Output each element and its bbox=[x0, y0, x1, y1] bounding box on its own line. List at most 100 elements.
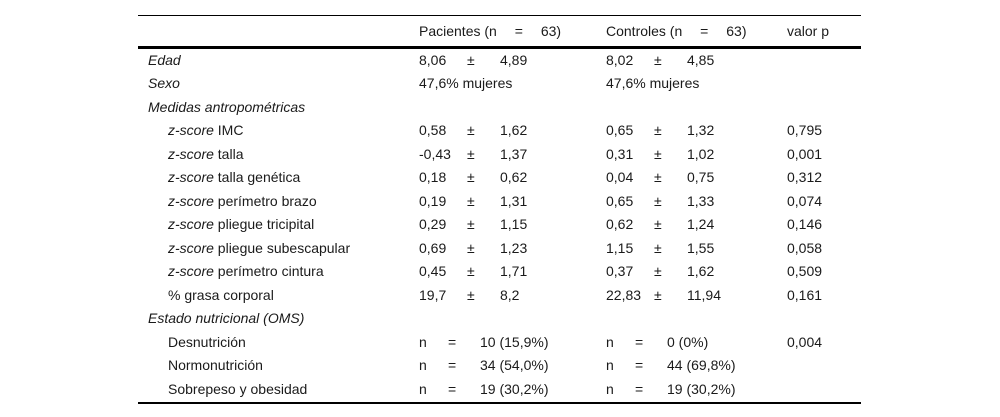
controls-cell: n = 44 (69,8%) bbox=[606, 354, 787, 378]
controls-separator: ± bbox=[654, 145, 662, 162]
controls-cell: 0,62 ±1,24 bbox=[606, 213, 787, 237]
controls-separator: ± bbox=[654, 263, 662, 280]
patients-separator: = bbox=[448, 357, 457, 374]
controls-value-1: 0,31 bbox=[606, 145, 634, 162]
patients-value-1: -0,43 bbox=[419, 145, 451, 162]
controls-value-1: 1,15 bbox=[606, 239, 634, 256]
table-row-zscore-imc: z-score IMC 0,58 ±1,62 0,65 ±1,32 0,795 bbox=[138, 119, 861, 143]
controls-cell: 8,02 ±4,85 bbox=[606, 49, 787, 73]
patients-cell: 0,18 ±0,62 bbox=[419, 166, 606, 190]
table-body: Edad 8,06 ±4,89 8,02 ±4,85 Sexo 47,6% mujeres 4… bbox=[138, 49, 861, 402]
row-label-italic: z-score bbox=[168, 192, 214, 209]
patients-cell: n = 34 (54,0%) bbox=[419, 354, 606, 378]
table-header-rule bbox=[138, 46, 861, 49]
controls-value-2: 0 (0%) bbox=[667, 333, 709, 350]
patients-value-2: 1,71 bbox=[500, 263, 528, 280]
controls-value-1: 8,02 bbox=[606, 51, 634, 68]
patients-value-2: 1,23 bbox=[500, 239, 528, 256]
column-header-patients: Pacientes (n = 63) bbox=[419, 23, 606, 39]
p-value-cell: 0,058 bbox=[787, 239, 823, 256]
patients-value-2: 19 (30,2%) bbox=[480, 381, 549, 397]
p-value-cell: 0,074 bbox=[787, 192, 823, 209]
patients-separator: = bbox=[448, 381, 457, 397]
row-label-italic: z-score bbox=[168, 239, 214, 256]
patients-cell: 19,7 ±8,2 bbox=[419, 284, 606, 308]
controls-header-label: Controles (n bbox=[606, 23, 683, 40]
controls-separator: = bbox=[635, 381, 644, 397]
patients-cell: 0,69 ±1,23 bbox=[419, 237, 606, 261]
row-label-text: perímetro brazo bbox=[213, 192, 317, 209]
controls-value-2: 4,85 bbox=[687, 51, 715, 68]
patients-cell: -0,43 ±1,37 bbox=[419, 143, 606, 167]
table-row-zscore-talla: z-score talla -0,43 ±1,37 0,31 ±1,02 0,001 bbox=[138, 143, 861, 167]
patients-value-2: 1,62 bbox=[500, 122, 528, 139]
row-label-text: % grasa corporal bbox=[168, 286, 274, 303]
row-label-italic: z-score bbox=[168, 263, 214, 280]
controls-cell: 0,04 ±0,75 bbox=[606, 166, 787, 190]
patients-value-2: 1,31 bbox=[500, 192, 528, 209]
patients-separator: ± bbox=[467, 263, 475, 280]
table-row-estado-nutricional-oms: Estado nutricional (OMS) bbox=[138, 307, 861, 331]
controls-value-1: 0,37 bbox=[606, 263, 634, 280]
patients-cell: 0,29 ±1,15 bbox=[419, 213, 606, 237]
patients-cell: n = 19 (30,2%) bbox=[419, 378, 606, 402]
patients-value-1: 19,7 bbox=[419, 286, 447, 303]
p-value-cell: 0,004 bbox=[787, 333, 823, 350]
patients-separator: ± bbox=[467, 51, 475, 68]
row-label: Estado nutricional (OMS) bbox=[138, 307, 419, 331]
table-row-grasa-corporal: % grasa corporal 19,7 ±8,2 22,83 ±11,94 0,161 bbox=[138, 284, 861, 308]
p-value-cell: 0,312 bbox=[787, 169, 823, 186]
patients-header-count: 63) bbox=[540, 23, 562, 40]
controls-value-1: 0,04 bbox=[606, 169, 634, 186]
table-row-zscore-pliegue-subescapular: z-score pliegue subescapular 0,69 ±1,23 1,1… bbox=[138, 237, 861, 261]
controls-value-2: 11,94 bbox=[687, 286, 721, 303]
controls-value-1: 0,62 bbox=[606, 216, 634, 233]
patients-cell: 0,45 ±1,71 bbox=[419, 260, 606, 284]
table-row-desnutricion: Desnutrición n = 10 (15,9%) n = 0 (0%) 0,004 bbox=[138, 331, 861, 355]
controls-value-2: 1,32 bbox=[687, 122, 715, 139]
row-label: % grasa corporal bbox=[138, 284, 419, 308]
p-value-cell: 0,161 bbox=[787, 286, 823, 303]
patients-value-1: n bbox=[419, 381, 427, 397]
row-label: z-score pliegue tricipital bbox=[138, 213, 419, 237]
patients-value-1: n bbox=[419, 333, 427, 350]
table-row-medidas-antropometricas: Medidas antropométricas bbox=[138, 96, 861, 120]
patients-value-1: 0,69 bbox=[419, 239, 447, 256]
table-row-zscore-pliegue-tricipital: z-score pliegue tricipital 0,29 ±1,15 0,62 ±… bbox=[138, 213, 861, 237]
p-value-cell: 0,795 bbox=[787, 122, 823, 139]
controls-cell: 0,37 ±1,62 bbox=[606, 260, 787, 284]
patients-value-2: 34 (54,0%) bbox=[480, 357, 549, 374]
row-label-italic: z-score bbox=[168, 169, 214, 186]
patients-separator: ± bbox=[467, 122, 475, 139]
controls-separator: ± bbox=[654, 169, 662, 186]
patients-separator: ± bbox=[467, 169, 475, 186]
controls-value-2: 44 (69,8%) bbox=[667, 357, 736, 374]
patients-header-equals: = bbox=[514, 23, 523, 40]
table-bottom-rule bbox=[138, 401, 861, 404]
row-label-italic: z-score bbox=[168, 216, 214, 233]
table-row-normonutricion: Normonutrición n = 34 (54,0%) n = 44 (69,8%) bbox=[138, 354, 861, 378]
controls-value-2: 1,02 bbox=[687, 145, 715, 162]
controls-header-equals: = bbox=[700, 23, 709, 40]
patients-cell: 0,19 ±1,31 bbox=[419, 190, 606, 214]
p-value-cell: 0,509 bbox=[787, 263, 823, 280]
controls-separator: ± bbox=[654, 239, 662, 256]
table-row-zscore-perimetro-brazo: z-score perímetro brazo 0,19 ±1,31 0,65 ±1,3… bbox=[138, 190, 861, 214]
row-label: z-score talla bbox=[138, 143, 419, 167]
row-label-italic: Sexo bbox=[148, 75, 180, 92]
controls-value-1: 22,83 bbox=[606, 286, 642, 303]
row-label-text: Sobrepeso y obesidad bbox=[168, 381, 308, 397]
controls-separator: ± bbox=[654, 216, 662, 233]
patients-value-2: 0,62 bbox=[500, 169, 528, 186]
row-label: Sobrepeso y obesidad bbox=[138, 378, 419, 402]
controls-cell: 0,65 ±1,33 bbox=[606, 190, 787, 214]
table-row-sexo: Sexo 47,6% mujeres 47,6% mujeres bbox=[138, 72, 861, 96]
controls-value: 47,6% mujeres bbox=[606, 75, 700, 92]
row-label: Edad bbox=[138, 49, 419, 73]
controls-cell: n = 0 (0%) bbox=[606, 331, 787, 355]
row-label: z-score perímetro brazo bbox=[138, 190, 419, 214]
patients-separator: ± bbox=[467, 239, 475, 256]
column-header-controls: Controles (n = 63) bbox=[606, 23, 787, 39]
patients-separator: ± bbox=[467, 145, 475, 162]
controls-header-count: 63) bbox=[726, 23, 747, 40]
